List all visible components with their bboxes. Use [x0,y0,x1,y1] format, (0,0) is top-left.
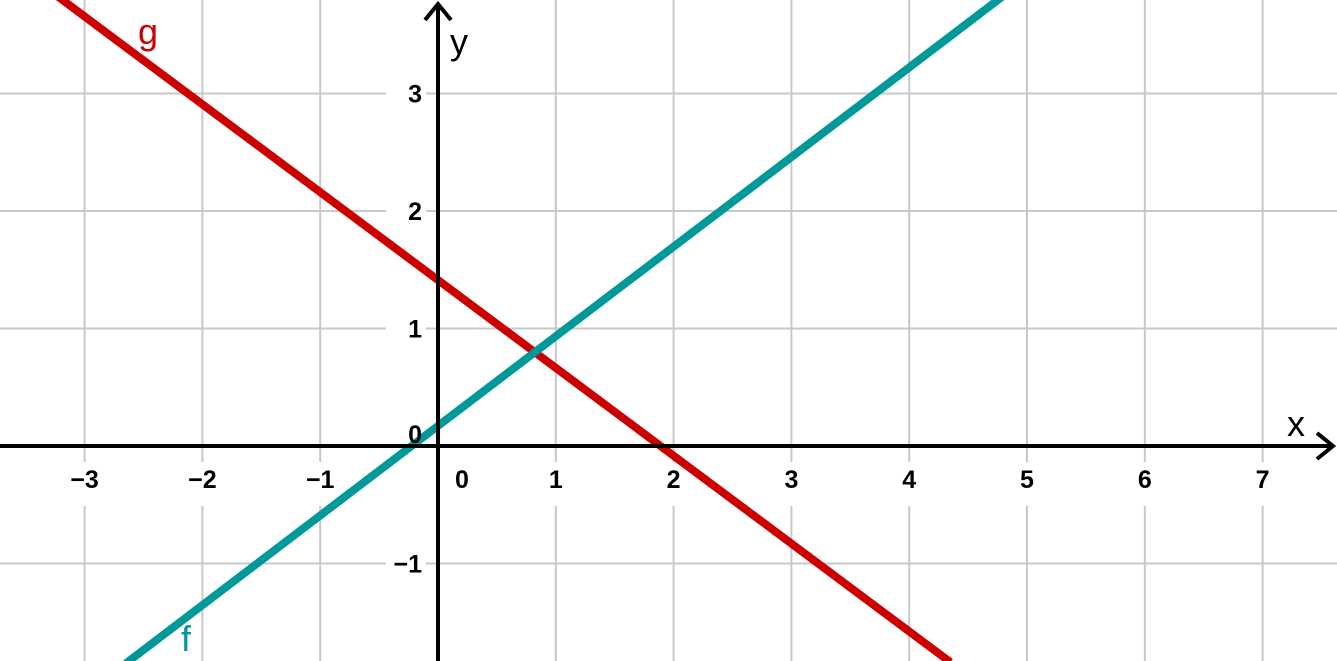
x-tick-label: −1 [306,466,335,494]
y-tick-label: −1 [393,551,422,579]
x-tick-label: 2 [667,466,681,494]
y-tick-label: 3 [408,81,422,109]
x-axis-arrow [1315,431,1337,461]
x-tick-label: 1 [549,466,563,494]
x-tick-label: 6 [1138,466,1152,494]
y-tick-label: 2 [408,198,422,226]
x-tick-label: 7 [1256,466,1270,494]
x-axis-label: x [1287,403,1305,444]
x-tick-label: −2 [188,466,217,494]
series-label-f: f [181,618,192,659]
y-tick-label: 1 [408,316,422,344]
series-line-f [123,0,1005,661]
x-tick-label: −3 [70,466,99,494]
series-label-g: g [138,11,158,52]
series-lines [55,0,1005,661]
y-axis-label: y [450,21,468,62]
x-tick-label: 5 [1020,466,1034,494]
y-axis-arrow [423,0,453,22]
series-line-g [55,0,953,661]
origin-label: 0 [408,421,422,449]
labels: −3 −2 −1 0 1 2 3 4 5 6 7 −1 1 2 3 0 x y g f [70,11,1305,659]
x-tick-label: 0 [455,466,469,494]
x-tick-label: 4 [902,466,916,494]
x-tick-label: 3 [784,466,798,494]
